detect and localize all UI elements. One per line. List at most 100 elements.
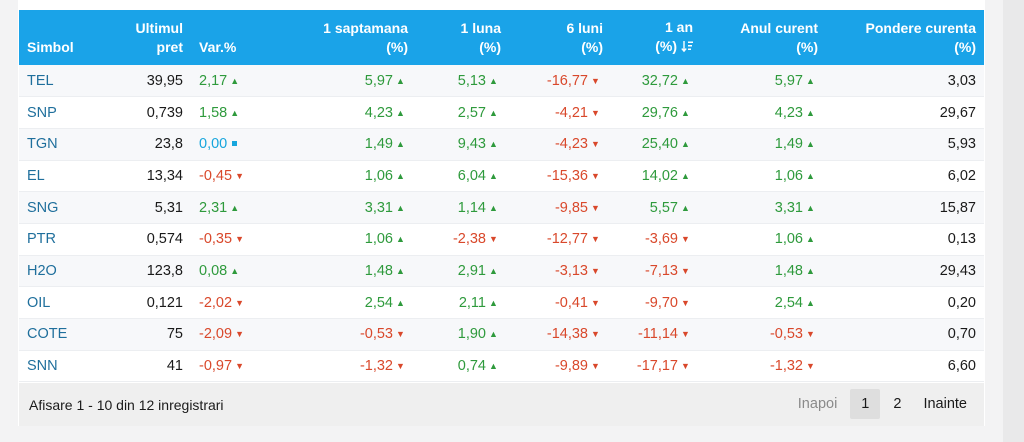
next-page-button[interactable]: Inainte <box>923 396 967 412</box>
col-header-1-an[interactable]: 1 an (%) <box>611 10 701 65</box>
col-header-var[interactable]: Var.% <box>199 39 237 55</box>
last-price-value: 0,739 <box>146 104 183 121</box>
prev-page-button[interactable]: Inapoi <box>797 396 838 412</box>
change-1-year-cell: -17,17 ▼ <box>611 350 701 383</box>
triangle-up-icon: ▲ <box>230 75 240 86</box>
last-price-value: 23,8 <box>154 136 183 153</box>
current-weight-value: 3,03 <box>947 72 976 89</box>
symbol-link[interactable]: PTR <box>19 223 111 256</box>
triangle-down-icon: ▼ <box>681 329 690 340</box>
triangle-down-icon: ▼ <box>591 107 600 118</box>
table-row: PTR 0,574 -0,35 ▼ 1,06 ▲ -2,38 ▼ -12,77 ▼ -3,69 ▼ 1,… <box>19 223 984 256</box>
change-1-week-value: 1,48 <box>364 262 393 279</box>
last-price-cell: 23,8 <box>111 128 191 161</box>
triangle-up-icon: ▲ <box>806 202 815 213</box>
triangle-up-icon: ▲ <box>489 265 498 276</box>
triangle-down-icon: ▼ <box>681 234 690 245</box>
page-1-button[interactable]: 1 <box>850 389 881 419</box>
var-pct-cell: -2,09 ▼ <box>191 318 283 351</box>
triangle-down-icon: ▼ <box>806 361 815 372</box>
change-1-year-cell: -9,70 ▼ <box>611 286 701 319</box>
symbol-link[interactable]: SNG <box>19 191 111 224</box>
last-price-value: 0,121 <box>146 294 183 311</box>
change-1-month-cell: -2,38 ▼ <box>416 223 509 256</box>
change-1-year-cell: 14,02 ▲ <box>611 160 701 193</box>
symbol-link[interactable]: SNN <box>19 350 111 383</box>
change-6-months-cell: -9,85 ▼ <box>509 191 611 224</box>
change-1-month-value: 5,13 <box>457 72 486 89</box>
last-price-cell: 0,121 <box>111 286 191 319</box>
triangle-down-icon: ▼ <box>591 234 600 245</box>
triangle-down-icon: ▼ <box>235 297 244 308</box>
triangle-down-icon: ▼ <box>235 170 244 181</box>
triangle-up-icon: ▲ <box>396 202 405 213</box>
symbol-link[interactable]: TEL <box>19 65 111 98</box>
col-header-1-luna[interactable]: 1 luna (%) <box>460 19 501 55</box>
triangle-up-icon: ▲ <box>806 139 815 150</box>
change-ytd-value: 3,31 <box>774 199 803 216</box>
col-header-pondere-curenta[interactable]: Pondere curenta (%) <box>865 19 976 55</box>
var-pct-cell: 2,31 ▲ <box>191 191 283 224</box>
triangle-down-icon: ▼ <box>591 170 600 181</box>
var-pct-cell: -0,97 ▼ <box>191 350 283 383</box>
symbol-link[interactable]: TGN <box>19 128 111 161</box>
change-1-month-value: 6,04 <box>457 167 486 184</box>
col-header-ultimul-pret[interactable]: Ultimul pret <box>135 19 183 55</box>
change-ytd-value: 1,06 <box>774 167 803 184</box>
change-1-month-cell: 6,04 ▲ <box>416 160 509 193</box>
col-header-1-saptamana[interactable]: 1 saptamana (%) <box>323 19 408 55</box>
col-header-anul-curent[interactable]: Anul curent (%) <box>740 19 818 55</box>
symbol-link[interactable]: H2O <box>19 255 111 288</box>
change-1-year-value: 32,72 <box>641 72 678 89</box>
triangle-up-icon: ▲ <box>396 170 405 181</box>
col-header-simbol[interactable]: Simbol <box>27 39 74 55</box>
triangle-down-icon: ▼ <box>591 361 600 372</box>
current-weight-value: 0,70 <box>947 326 976 343</box>
change-1-month-value: 2,91 <box>457 262 486 279</box>
change-1-week-value: 1,06 <box>364 167 393 184</box>
change-1-week-value: -0,53 <box>359 326 393 343</box>
change-1-week-cell: 3,31 ▲ <box>283 191 416 224</box>
var-pct-cell: -2,02 ▼ <box>191 286 283 319</box>
table-row: H2O 123,8 0,08 ▲ 1,48 ▲ 2,91 ▲ -3,13 ▼ -7,13 ▼ 1,48 ▲… <box>19 255 984 288</box>
change-6-months-value: -4,21 <box>554 104 588 121</box>
change-1-year-value: -9,70 <box>644 294 678 311</box>
col-header-6-luni[interactable]: 6 luni (%) <box>566 19 603 55</box>
symbol-link[interactable]: SNP <box>19 96 111 129</box>
triangle-up-icon: ▲ <box>489 361 498 372</box>
change-1-week-cell: 1,06 ▲ <box>283 160 416 193</box>
change-1-month-value: -2,38 <box>452 231 486 248</box>
last-price-cell: 75 <box>111 318 191 351</box>
triangle-up-icon: ▲ <box>230 265 240 276</box>
change-6-months-cell: -16,77 ▼ <box>509 65 611 98</box>
change-1-week-cell: 1,06 ▲ <box>283 223 416 256</box>
triangle-up-icon: ▲ <box>489 202 498 213</box>
change-1-month-value: 0,74 <box>457 358 486 375</box>
current-weight-cell: 0,70 <box>826 318 984 351</box>
var-pct-value: 0,08 <box>199 262 228 279</box>
change-6-months-cell: -4,21 ▼ <box>509 96 611 129</box>
triangle-up-icon: ▲ <box>489 297 498 308</box>
change-6-months-value: -16,77 <box>546 72 588 89</box>
triangle-down-icon: ▼ <box>806 329 815 340</box>
symbol-link[interactable]: OIL <box>19 286 111 319</box>
change-ytd-value: 1,48 <box>774 262 803 279</box>
table-body: TEL 39,95 2,17 ▲ 5,97 ▲ 5,13 ▲ -16,77 ▼ 32,72 ▲ 5,97… <box>19 65 984 383</box>
table-row: TEL 39,95 2,17 ▲ 5,97 ▲ 5,13 ▲ -16,77 ▼ 32,72 ▲ 5,97… <box>19 65 984 98</box>
symbol-link[interactable]: COTE <box>19 318 111 351</box>
triangle-up-icon: ▲ <box>681 170 690 181</box>
sort-descending-icon[interactable] <box>681 39 693 58</box>
change-1-week-cell: 4,23 ▲ <box>283 96 416 129</box>
var-pct-cell: -0,35 ▼ <box>191 223 283 256</box>
triangle-down-icon: ▼ <box>591 265 600 276</box>
triangle-up-icon: ▲ <box>489 170 498 181</box>
symbol-link[interactable]: EL <box>19 160 111 193</box>
triangle-up-icon: ▲ <box>396 107 405 118</box>
page-2-button[interactable]: 2 <box>893 396 902 412</box>
change-1-month-cell: 9,43 ▲ <box>416 128 509 161</box>
triangle-up-icon: ▲ <box>396 75 405 86</box>
triangle-down-icon: ▼ <box>235 234 244 245</box>
table-row: SNN 41 -0,97 ▼ -1,32 ▼ 0,74 ▲ -9,89 ▼ -17,17 ▼ -1,32… <box>19 350 984 383</box>
table-row: COTE 75 -2,09 ▼ -0,53 ▼ 1,90 ▲ -14,38 ▼ -11,14 ▼ -0,… <box>19 318 984 351</box>
triangle-down-icon: ▼ <box>235 329 244 340</box>
